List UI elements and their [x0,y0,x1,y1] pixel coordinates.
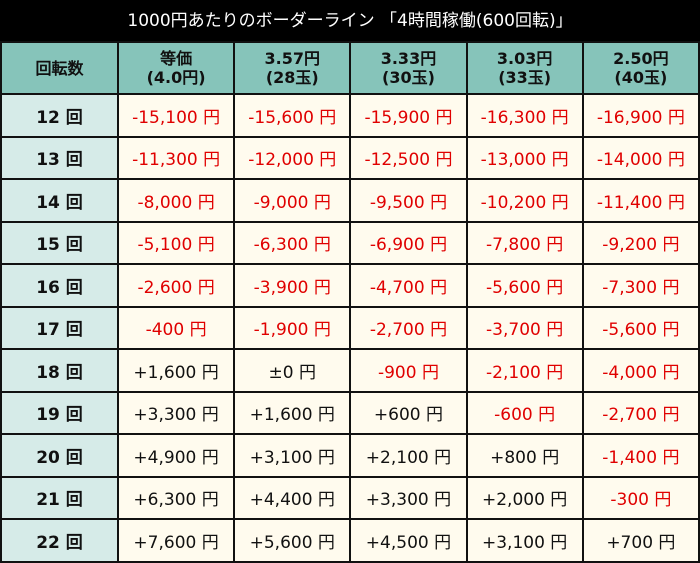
header-rate-5: 2.50円 (40玉) [581,41,700,95]
table-row: 22 回 +7,600 円 +5,600 円 +4,500 円 +3,100 円 +700… [0,518,700,563]
value-cell: ±0 円 [233,348,352,393]
header-line2: (33玉) [498,68,552,87]
value-cell: -11,300 円 [116,135,236,180]
table-row: 12 回 -15,100 円 -15,600 円 -15,900 円 -16,300 円… [0,93,700,138]
spins-cell: 21 回 [0,475,119,520]
spins-cell: 19 回 [0,390,119,435]
value-cell: -4,700 円 [349,263,468,308]
value-cell: -1,900 円 [233,305,352,350]
header-line1: 2.50円 [613,49,669,68]
value-cell: -7,800 円 [465,220,584,265]
value-cell: -3,900 円 [233,263,352,308]
value-cell: -9,500 円 [349,178,468,223]
value-cell: +4,900 円 [116,433,236,478]
value-cell: +5,600 円 [233,518,352,563]
value-cell: +2,000 円 [465,475,584,520]
value-cell: -5,600 円 [581,305,700,350]
value-cell: -15,600 円 [233,93,352,138]
header-line1: 3.33円 [380,49,437,68]
spins-cell: 22 回 [0,518,119,563]
value-cell: +2,100 円 [349,433,468,478]
value-cell: -400 円 [116,305,236,350]
spins-cell: 12 回 [0,93,119,138]
value-cell: -16,300 円 [465,93,584,138]
table-row: 13 回 -11,300 円 -12,000 円 -12,500 円 -13,000 円… [0,135,700,180]
value-cell: +4,500 円 [349,518,468,563]
value-cell: -2,700 円 [349,305,468,350]
header-rate-1: 等価 (4.0円) [116,41,236,95]
spins-cell: 16 回 [0,263,119,308]
value-cell: -5,600 円 [465,263,584,308]
table-row: 20 回 +4,900 円 +3,100 円 +2,100 円 +800 円 -1,400… [0,433,700,478]
value-cell: -300 円 [581,475,700,520]
header-rate-3: 3.33円 (30玉) [349,41,468,95]
spins-cell: 13 回 [0,135,119,180]
header-line2: (40玉) [614,68,668,87]
value-cell: -13,000 円 [465,135,584,180]
table-row: 14 回 -8,000 円 -9,000 円 -9,500 円 -10,200 円 -11… [0,178,700,223]
value-cell: -9,000 円 [233,178,352,223]
header-line1: 3.03円 [496,49,553,68]
table-row: 16 回 -2,600 円 -3,900 円 -4,700 円 -5,600 円 -7,3… [0,263,700,308]
header-line1: 回転数 [35,58,84,78]
header-rate-2: 3.57円 (28玉) [233,41,352,95]
spins-cell: 17 回 [0,305,119,350]
value-cell: -15,100 円 [116,93,236,138]
value-cell: +3,300 円 [349,475,468,520]
value-cell: -4,000 円 [581,348,700,393]
header-line1: 3.57円 [264,49,321,68]
header-rate-4: 3.03円 (33玉) [465,41,584,95]
table-title: 1000円あたりのボーダーライン 「4時間稼働(600回転)」 [0,0,700,41]
value-cell: -14,000 円 [581,135,700,180]
value-cell: -12,500 円 [349,135,468,180]
value-cell: +7,600 円 [116,518,236,563]
header-spins: 回転数 [0,41,119,95]
value-cell: -1,400 円 [581,433,700,478]
spins-cell: 14 回 [0,178,119,223]
value-cell: +4,400 円 [233,475,352,520]
value-cell: -2,600 円 [116,263,236,308]
value-cell: +700 円 [581,518,700,563]
value-cell: -11,400 円 [581,178,700,223]
table-row: 21 回 +6,300 円 +4,400 円 +3,300 円 +2,000 円 -300… [0,475,700,520]
table-row: 19 回 +3,300 円 +1,600 円 +600 円 -600 円 -2,700 円 [0,390,700,435]
value-cell: -5,100 円 [116,220,236,265]
value-cell: +3,100 円 [233,433,352,478]
table-row: 18 回 +1,600 円 ±0 円 -900 円 -2,100 円 -4,000 円 [0,348,700,393]
header-line1: 等価 [160,49,193,68]
table-row: 17 回 -400 円 -1,900 円 -2,700 円 -3,700 円 -5,600… [0,305,700,350]
value-cell: -3,700 円 [465,305,584,350]
value-cell: -10,200 円 [465,178,584,223]
value-cell: +1,600 円 [233,390,352,435]
spins-cell: 15 回 [0,220,119,265]
value-cell: +800 円 [465,433,584,478]
value-cell: -9,200 円 [581,220,700,265]
value-cell: -900 円 [349,348,468,393]
value-cell: -2,100 円 [465,348,584,393]
header-line2: (30玉) [382,68,435,87]
table-row: 15 回 -5,100 円 -6,300 円 -6,900 円 -7,800 円 -9,2… [0,220,700,265]
value-cell: -12,000 円 [233,135,352,180]
value-cell: +6,300 円 [116,475,236,520]
value-cell: -2,700 円 [581,390,700,435]
spins-cell: 18 回 [0,348,119,393]
value-cell: -7,300 円 [581,263,700,308]
header-line2: (28玉) [265,68,319,87]
value-cell: +3,300 円 [116,390,236,435]
value-cell: -600 円 [465,390,584,435]
value-cell: +1,600 円 [116,348,236,393]
value-cell: -6,300 円 [233,220,352,265]
value-cell: -15,900 円 [349,93,468,138]
header-row: 回転数 等価 (4.0円) 3.57円 (28玉) 3.33円 (30玉) 3.03円 (33玉… [0,41,700,95]
spins-cell: 20 回 [0,433,119,478]
header-line2: (4.0円) [146,68,206,87]
value-cell: -8,000 円 [116,178,236,223]
border-table: 回転数 等価 (4.0円) 3.57円 (28玉) 3.33円 (30玉) 3.03円 (33玉… [0,41,700,563]
value-cell: +3,100 円 [465,518,584,563]
value-cell: -16,900 円 [581,93,700,138]
value-cell: -6,900 円 [349,220,468,265]
value-cell: +600 円 [349,390,468,435]
